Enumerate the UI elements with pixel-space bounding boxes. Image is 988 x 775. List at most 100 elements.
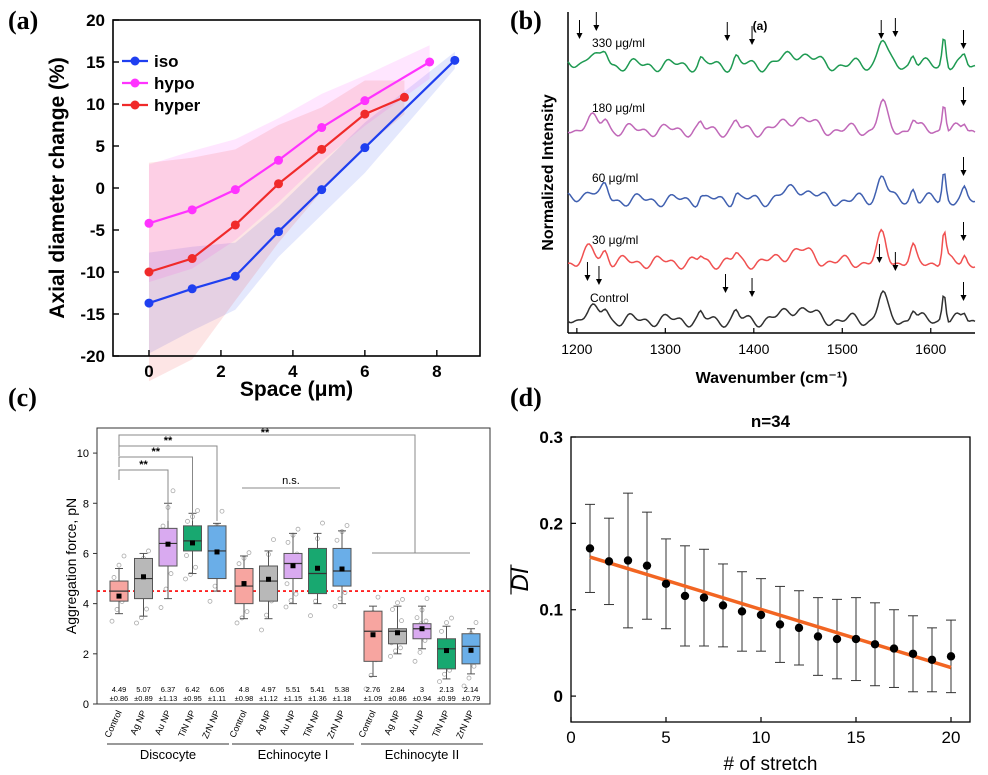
raw-point: [423, 618, 429, 624]
box-mean-marker: [315, 565, 320, 571]
x-tick-label-a: 2: [216, 362, 225, 381]
raw-point: [111, 575, 117, 580]
category-label: Ag NP: [382, 709, 402, 737]
mean-value-label: 6.06: [210, 685, 225, 694]
point-iso: [274, 227, 284, 237]
mean-value-label: 4.97: [261, 685, 276, 694]
peak-arrowhead: [892, 265, 899, 271]
spectrum-label: 30 μg/ml: [592, 233, 638, 247]
x-tick-label-a: 6: [360, 362, 369, 381]
y-axis-label-b: Normalized Intensity: [540, 94, 557, 251]
x-axis-label-d: # of stretch: [724, 754, 818, 775]
x-tick-label-a: 4: [288, 362, 298, 381]
raw-point: [393, 648, 398, 654]
point-hypo: [360, 96, 370, 106]
significance-label: **: [151, 446, 160, 458]
point-iso: [360, 143, 370, 153]
sd-value-label: ±0.95: [183, 694, 202, 703]
raw-point: [399, 618, 404, 624]
y-tick-label-c: 6: [83, 548, 89, 560]
y-tick-label-a: -20: [80, 347, 105, 366]
raw-point: [184, 553, 189, 558]
x-tick-label-b: 1200: [561, 341, 592, 357]
raw-point: [219, 508, 225, 514]
raw-point: [193, 564, 198, 570]
category-label: Au NP: [153, 709, 173, 737]
y-tick-label-a: -5: [90, 221, 105, 240]
sd-value-label: ±1.15: [284, 694, 303, 703]
raw-point: [168, 571, 174, 576]
mean-value-label: 4.8: [239, 685, 249, 694]
x-tick-label-d: 15: [847, 728, 866, 747]
data-point-d: [908, 649, 918, 658]
sd-value-label: ±0.79: [462, 694, 481, 703]
raw-point: [461, 683, 467, 689]
box-mean-marker: [141, 574, 146, 580]
raw-point: [271, 537, 276, 542]
significance-label: **: [164, 435, 173, 447]
y-tick-label-a: 15: [86, 53, 105, 72]
plot-frame-d: [570, 436, 971, 723]
category-label: TiN NP: [301, 709, 322, 739]
y-tick-label-c: 0: [83, 699, 89, 711]
peak-arrowhead: [878, 33, 885, 39]
mean-value-label: 5.38: [335, 685, 350, 694]
category-label: Ag NP: [253, 709, 273, 737]
raw-point: [160, 523, 166, 529]
peak-arrowhead: [595, 279, 602, 285]
category-label: ZrN NP: [325, 709, 347, 740]
raw-point: [375, 594, 381, 600]
peak-arrowhead: [724, 35, 731, 41]
box-mean-marker: [190, 540, 195, 546]
box-mean-marker: [165, 541, 171, 547]
box-mean-marker: [444, 648, 449, 654]
box-mean-marker: [370, 632, 376, 638]
legend-marker-hyper: [130, 100, 140, 110]
point-hyper: [317, 144, 327, 154]
mean-value-label: 6.42: [185, 685, 200, 694]
raw-point: [116, 562, 122, 568]
significance-bracket: [118, 456, 193, 521]
group-label: Echinocyte II: [385, 747, 459, 762]
mean-value-label: 2.14: [464, 685, 479, 694]
peak-arrowhead: [576, 33, 583, 39]
raw-point: [293, 591, 299, 597]
box: [183, 525, 202, 552]
raw-point: [188, 571, 193, 577]
sd-value-label: ±1.18: [333, 694, 352, 703]
y-tick-label-c: 4: [83, 599, 89, 611]
raw-point: [207, 598, 213, 604]
data-point-d: [623, 556, 633, 565]
significance-label: **: [261, 427, 270, 439]
spectrum-label: 60 μg/ml: [592, 171, 638, 185]
y-tick-label-c: 8: [83, 498, 89, 510]
significance-bracket: [118, 434, 416, 553]
point-hypo: [187, 205, 197, 215]
point-iso: [450, 55, 460, 65]
category-label: Ag NP: [128, 709, 148, 737]
mean-value-label: 3: [420, 685, 424, 694]
y-tick-label-a: -10: [80, 263, 105, 282]
raw-point: [313, 598, 318, 604]
spectrum-label: 330 μg/ml: [592, 36, 645, 50]
y-axis-label-c: Aggregation force, pN: [63, 498, 79, 634]
box-mean-marker: [419, 626, 425, 632]
data-point-d: [604, 557, 614, 566]
group-label: Discocyte: [140, 747, 196, 762]
data-point-d: [851, 634, 861, 644]
x-axis-label-a: Space (μm): [240, 378, 353, 401]
raw-point: [424, 596, 430, 601]
data-point-d: [699, 593, 709, 602]
category-label: TiN NP: [176, 709, 197, 739]
raw-point: [246, 550, 252, 556]
mean-value-label: 5.07: [136, 685, 151, 694]
chart-title-d: n=34: [751, 412, 791, 431]
panel-label-b: (b): [510, 6, 542, 35]
sd-value-label: ±0.94: [413, 694, 432, 703]
spectrum-line: [567, 228, 976, 270]
raw-point: [109, 618, 115, 624]
mean-value-label: 5.51: [286, 685, 301, 694]
spectrum-line: [567, 98, 976, 138]
y-tick-label-a: 5: [96, 137, 105, 156]
